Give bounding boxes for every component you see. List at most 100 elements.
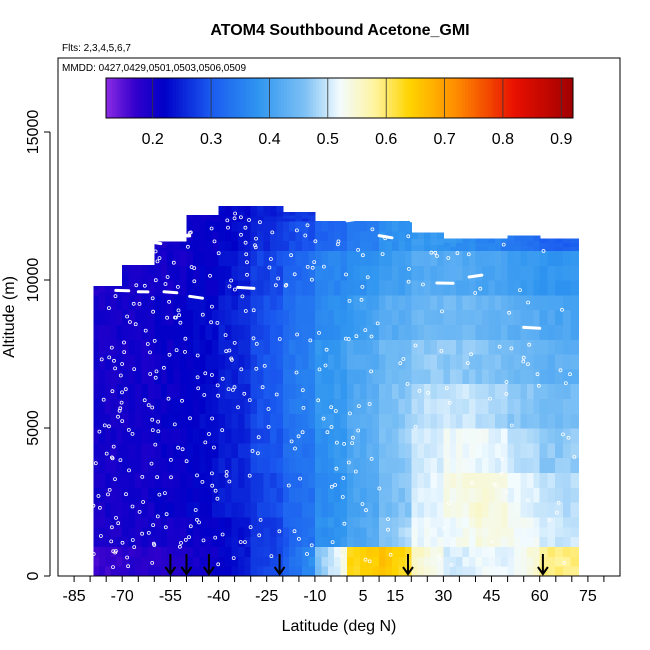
heatmap-cell xyxy=(520,354,528,370)
heatmap-cell xyxy=(282,536,290,547)
heatmap-cell xyxy=(263,398,271,414)
heatmap-cell xyxy=(424,294,432,311)
heatmap-cell xyxy=(276,250,284,266)
heatmap-cell xyxy=(282,294,290,311)
colorbar-swatch xyxy=(231,78,236,118)
sample-marker xyxy=(114,549,118,553)
colorbar-swatch xyxy=(298,78,303,118)
heatmap-cell xyxy=(147,442,155,459)
heatmap-cell xyxy=(116,457,123,473)
heatmap-cell xyxy=(462,546,470,557)
colorbar-swatch xyxy=(114,78,119,118)
colorbar-swatch xyxy=(187,78,192,118)
heatmap-cell xyxy=(289,217,297,222)
heatmap-cell xyxy=(391,383,400,399)
heatmap-cell xyxy=(366,413,374,429)
heatmap-cell xyxy=(269,354,277,370)
heatmap-cell xyxy=(314,230,322,242)
heatmap-cell xyxy=(488,442,496,459)
heatmap-cell xyxy=(192,516,200,528)
sample-marker xyxy=(547,518,552,522)
heatmap-cell xyxy=(167,309,175,325)
heatmap-cell xyxy=(269,294,277,311)
heatmap-cell xyxy=(379,324,387,340)
colorbar-swatch xyxy=(462,78,466,118)
sample-marker xyxy=(346,337,351,341)
heatmap-cell xyxy=(224,240,233,251)
colorbar-swatch xyxy=(415,78,419,118)
heatmap-cell xyxy=(372,240,380,251)
heatmap-cell xyxy=(314,240,322,251)
heatmap-cell xyxy=(110,398,118,414)
heatmap-cell xyxy=(462,536,470,547)
heatmap-cell xyxy=(366,250,374,266)
heatmap-cell xyxy=(141,556,149,567)
heatmap-cell xyxy=(443,324,451,340)
heatmap-cell xyxy=(104,291,112,296)
sample-marker xyxy=(446,501,451,505)
heatmap-cell xyxy=(314,324,322,340)
heatmap-cell xyxy=(122,566,130,577)
heatmap-cell xyxy=(404,502,412,518)
sample-marker xyxy=(123,387,128,392)
heatmap-cell xyxy=(347,566,355,577)
sample-marker xyxy=(188,524,193,529)
heatmap-cell xyxy=(366,398,374,414)
heatmap-cell xyxy=(404,280,412,296)
heatmap-cell xyxy=(212,457,220,473)
heatmap-cell xyxy=(244,206,252,212)
heatmap-cell xyxy=(334,556,342,567)
sample-marker xyxy=(209,226,214,231)
heatmap-cell xyxy=(276,265,284,281)
heatmap-cell xyxy=(533,250,541,266)
heatmap-cell xyxy=(514,245,522,251)
heatmap-cell xyxy=(526,546,534,557)
sample-marker xyxy=(242,540,247,544)
heatmap-cell xyxy=(263,215,271,222)
heatmap-cell xyxy=(359,240,367,251)
heatmap-cell xyxy=(244,324,252,340)
heatmap-cell xyxy=(237,516,245,528)
heatmap-cell xyxy=(456,398,464,414)
heatmap-cell xyxy=(570,294,579,311)
heatmap-cell xyxy=(398,294,406,311)
sample-marker xyxy=(131,301,136,306)
heatmap-cell xyxy=(295,546,303,557)
heatmap-cell xyxy=(99,383,106,399)
heatmap-cell xyxy=(154,398,162,414)
heatmap-cell xyxy=(205,472,213,488)
sample-marker xyxy=(91,552,96,556)
heatmap-cell xyxy=(269,240,277,251)
colorbar-swatch xyxy=(537,78,542,118)
heatmap-cell xyxy=(507,502,515,518)
heatmap-cell xyxy=(533,526,541,538)
heatmap-cell xyxy=(456,428,464,444)
sample-marker xyxy=(120,390,124,395)
heatmap-cell xyxy=(269,457,277,473)
heatmap-cell xyxy=(379,442,387,459)
heatmap-cell xyxy=(218,368,226,385)
heatmap-cell xyxy=(514,265,522,281)
heatmap-cell xyxy=(391,526,400,538)
heatmap-cell xyxy=(366,428,374,444)
heatmap-cell xyxy=(555,428,564,444)
heatmap-cell xyxy=(359,294,367,311)
heatmap-cell xyxy=(385,457,393,473)
heatmap-cell xyxy=(501,242,509,248)
heatmap-cell xyxy=(128,383,136,399)
colorbar-swatch xyxy=(234,78,238,118)
heatmap-cell xyxy=(250,210,258,217)
sample-marker xyxy=(107,487,112,492)
sample-marker xyxy=(107,355,112,360)
heatmap-cell xyxy=(443,354,451,370)
sample-marker xyxy=(317,330,321,335)
heatmap-cell xyxy=(501,442,509,459)
x-tick-label: 75 xyxy=(579,588,597,605)
heatmap-cell xyxy=(391,413,400,429)
heatmap-cell xyxy=(104,516,112,528)
heatmap-cell xyxy=(154,502,162,518)
heatmap-cell xyxy=(321,442,329,459)
heatmap-cell xyxy=(212,383,220,399)
heatmap-cell xyxy=(462,526,470,538)
